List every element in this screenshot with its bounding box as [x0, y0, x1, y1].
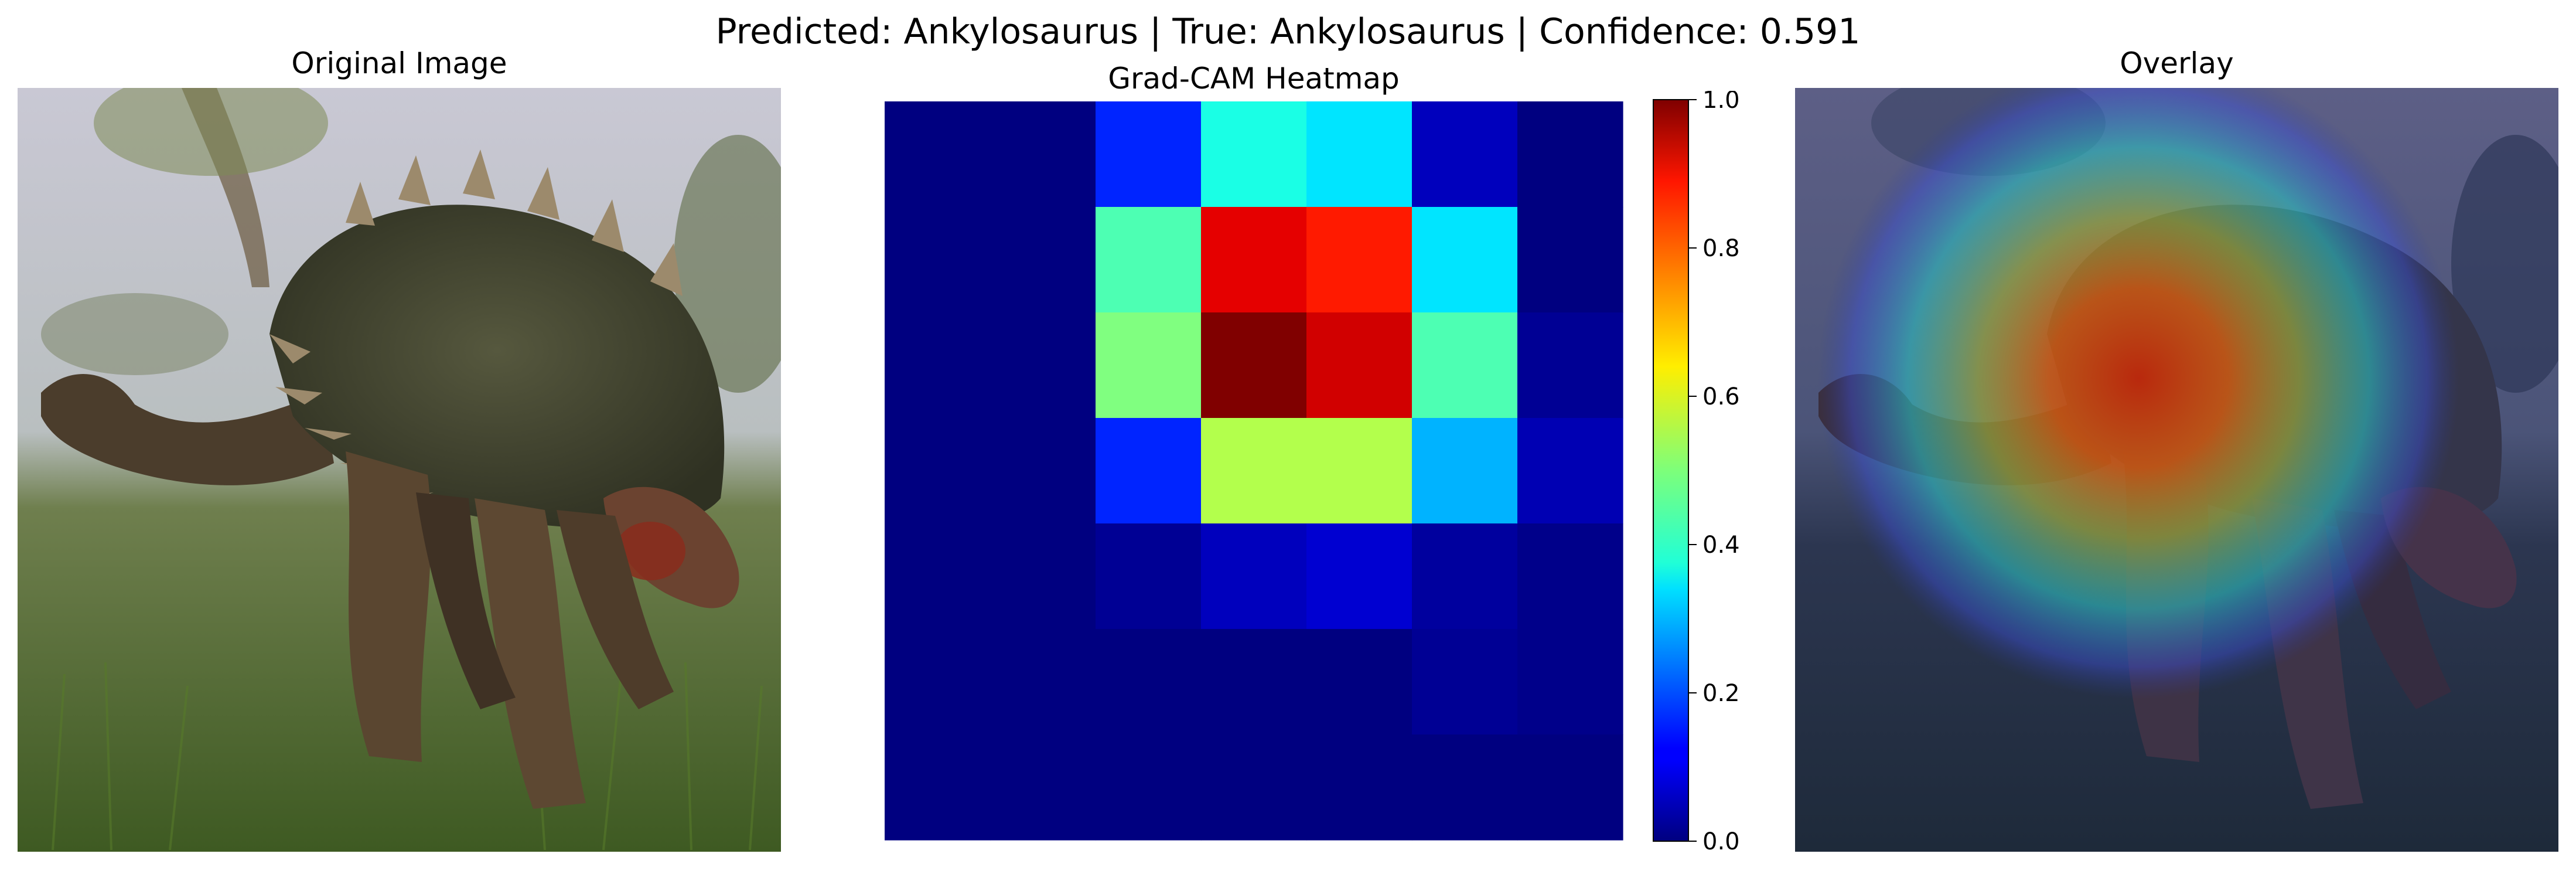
heatmap-cell — [990, 629, 1096, 735]
heatmap-cell — [885, 101, 991, 208]
heatmap-cell — [885, 207, 991, 313]
heatmap-cell — [885, 418, 991, 524]
colorbar-tick-label: 0.8 — [1702, 235, 1740, 262]
figure-title: Predicted: Ankylosaurus | True: Ankylosa… — [715, 11, 1861, 52]
heatmap-cell — [885, 734, 991, 841]
heatmap-cell — [1201, 418, 1307, 524]
heatmap-cell — [1517, 312, 1623, 419]
heatmap-cell — [885, 523, 991, 630]
colorbar-tick-label: 0.2 — [1702, 680, 1740, 707]
heatmap-cell — [1306, 207, 1412, 313]
heatmap-cell — [1306, 523, 1412, 630]
heatmap-cell — [1096, 523, 1202, 630]
heatmap-cell — [885, 629, 991, 735]
heatmap-cell — [1306, 101, 1412, 208]
heatmap-cell — [1096, 629, 1202, 735]
heatmap-cell — [1412, 101, 1518, 208]
heatmap-cell — [990, 312, 1096, 419]
heatmap-cell — [1096, 312, 1202, 419]
heatmap-cell — [1412, 734, 1518, 841]
colorbar: 0.0 0.2 0.4 0.6 0.8 1.0 — [1653, 91, 1740, 853]
heatmap-cell — [1412, 523, 1518, 630]
heatmap-cell — [885, 312, 991, 419]
heatmap-cell — [1201, 734, 1307, 841]
colorbar-tick-label: 1.0 — [1702, 91, 1740, 114]
colorbar-gradient — [1653, 99, 1689, 842]
heatmap-cell — [1306, 312, 1412, 419]
heatmap-cell — [1096, 207, 1202, 313]
original-image-title: Original Image — [291, 46, 507, 80]
heatmap-cell — [990, 418, 1096, 524]
heatmap-cell — [1517, 629, 1623, 735]
colorbar-tick-label: 0.6 — [1702, 383, 1740, 410]
heatmap-cell — [1517, 418, 1623, 524]
overlay-image — [1795, 88, 2558, 852]
heatmap-cell — [990, 734, 1096, 841]
heatmap-cell — [1201, 312, 1307, 419]
heatmap-cell — [1517, 523, 1623, 630]
colorbar-tick-label: 0.0 — [1702, 828, 1740, 853]
heatmap-cell — [1412, 629, 1518, 735]
gradcam-heatmap — [885, 101, 1623, 841]
heatmap-cell — [1096, 418, 1202, 524]
heatmap-cell — [1517, 207, 1623, 313]
heatmap-cell — [1096, 101, 1202, 208]
heatmap-cell — [990, 207, 1096, 313]
heatmap-cell — [1201, 523, 1307, 630]
heatmap-title: Grad-CAM Heatmap — [1108, 62, 1400, 96]
heatmap-cell — [1306, 734, 1412, 841]
overlay-title: Overlay — [2120, 46, 2234, 80]
original-image — [18, 88, 781, 852]
heatmap-cell — [1412, 312, 1518, 419]
heatmap-cell — [1517, 734, 1623, 841]
heatmap-cell — [1517, 101, 1623, 208]
heatmap-cell — [1306, 629, 1412, 735]
heatmap-cell — [1201, 629, 1307, 735]
heatmap-cell — [1201, 101, 1307, 208]
heatmap-cell — [1306, 418, 1412, 524]
heatmap-cell — [1201, 207, 1307, 313]
heatmap-cell — [1412, 418, 1518, 524]
heatmap-cell — [1096, 734, 1202, 841]
colorbar-tick-label: 0.4 — [1702, 532, 1740, 559]
gradcam-overlay-layer — [1795, 88, 2558, 852]
heatmap-cell — [1412, 207, 1518, 313]
heatmap-cell — [990, 523, 1096, 630]
heatmap-cell — [990, 101, 1096, 208]
